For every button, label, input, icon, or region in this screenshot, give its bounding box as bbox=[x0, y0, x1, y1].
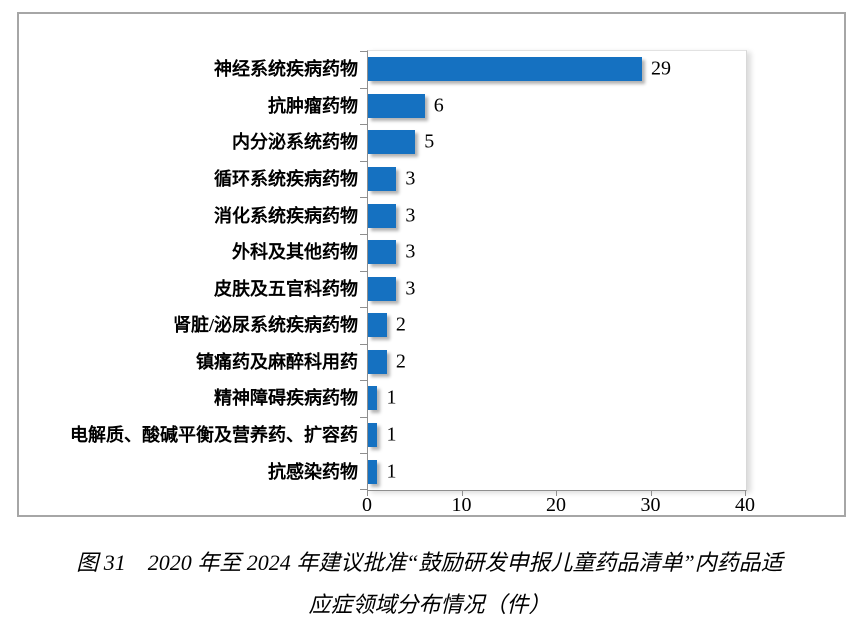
bar bbox=[368, 203, 397, 228]
data-label: 29 bbox=[651, 57, 672, 80]
value-axis-tick bbox=[650, 490, 652, 496]
category-label: 精神障碍疾病药物 bbox=[214, 388, 358, 409]
data-label: 3 bbox=[405, 240, 416, 263]
value-axis-tick-label: 20 bbox=[546, 494, 566, 516]
data-label: 3 bbox=[405, 204, 416, 227]
category-label: 外科及其他药物 bbox=[232, 242, 358, 263]
bar bbox=[368, 423, 378, 448]
category-axis-tick bbox=[360, 416, 368, 418]
category-axis-tick bbox=[360, 343, 368, 345]
bar bbox=[368, 386, 378, 411]
category-label: 内分泌系统药物 bbox=[232, 132, 358, 153]
category-axis-labels: 神经系统疾病药物抗肿瘤药物内分泌系统药物循环系统疾病药物 消化系统疾病药物外科及其… bbox=[20, 50, 358, 489]
category-axis-tick bbox=[360, 51, 368, 52]
category-axis-tick bbox=[360, 160, 368, 162]
bar bbox=[368, 93, 425, 118]
bar-row: 3 bbox=[368, 270, 746, 307]
category-label: 神经系统疾病药物 bbox=[214, 59, 358, 80]
data-label: 1 bbox=[386, 460, 397, 483]
category-axis-tick bbox=[360, 270, 368, 272]
value-axis-tick bbox=[367, 490, 368, 496]
data-label: 2 bbox=[395, 313, 406, 336]
data-label: 2 bbox=[395, 350, 406, 373]
bar-row: 3 bbox=[368, 234, 746, 271]
category-label: 抗感染药物 bbox=[268, 461, 358, 482]
bar bbox=[368, 130, 416, 155]
data-label: 3 bbox=[405, 277, 416, 300]
category-axis-tick bbox=[360, 489, 368, 490]
value-axis-tick bbox=[556, 490, 557, 496]
value-axis-tick-label: 40 bbox=[735, 494, 755, 516]
bar bbox=[368, 349, 387, 374]
data-label: 6 bbox=[433, 94, 444, 117]
data-label: 1 bbox=[386, 423, 397, 446]
category-label: 循环系统疾病药物 bbox=[214, 169, 358, 190]
bar bbox=[368, 167, 397, 192]
category-axis-tick bbox=[360, 233, 368, 235]
category-label: 电解质、酸碱平衡及营养药、扩容药 bbox=[70, 425, 358, 446]
category-label: 皮肤及五官科药物 bbox=[214, 278, 358, 299]
bar-row: 5 bbox=[368, 124, 746, 161]
data-label: 5 bbox=[424, 130, 435, 153]
bar-row: 3 bbox=[368, 161, 746, 198]
category-axis-tick bbox=[360, 87, 368, 89]
bar-row: 6 bbox=[368, 88, 746, 125]
bar bbox=[368, 276, 397, 301]
category-label: 消化系统疾病药物 bbox=[214, 205, 358, 226]
data-label: 3 bbox=[405, 167, 416, 190]
category-axis-tick bbox=[360, 453, 368, 455]
category-label: 肾脏/泌尿系统疾病药物 bbox=[173, 315, 358, 336]
figure-caption-line1: 图 31 2020 年至 2024 年建议批准“鼓励研发申报儿童药品清单”内药品… bbox=[76, 550, 783, 575]
value-axis-tick bbox=[461, 490, 463, 496]
bar bbox=[368, 240, 397, 265]
category-axis-tick bbox=[360, 124, 368, 126]
bar bbox=[368, 313, 387, 338]
plot-bars: 29 6 5 3 3 3 3 2 2 1 1 1 bbox=[368, 51, 746, 490]
category-axis-tick bbox=[360, 307, 368, 309]
bar-row: 3 bbox=[368, 197, 746, 234]
bar bbox=[368, 459, 378, 484]
bar bbox=[368, 57, 643, 82]
bar-row: 29 bbox=[368, 51, 746, 88]
category-axis-tick bbox=[360, 197, 368, 199]
value-axis-tick bbox=[745, 490, 746, 496]
category-label: 抗肿瘤药物 bbox=[268, 95, 358, 116]
value-axis: 0 10 20 30 40 bbox=[362, 490, 755, 520]
value-axis-tick-label: 10 bbox=[451, 494, 472, 516]
value-axis-tick-label: 30 bbox=[640, 494, 661, 516]
data-label: 1 bbox=[386, 386, 397, 409]
value-axis-tick-label: 0 bbox=[362, 494, 372, 516]
plot-area: 29 6 5 3 3 3 3 2 2 1 1 1 bbox=[360, 50, 747, 491]
figure-caption: 图 31 2020 年至 2024 年建议批准“鼓励研发申报儿童药品清单”内药品… bbox=[0, 542, 859, 626]
category-axis-tick bbox=[360, 380, 368, 382]
category-label: 镇痛药及麻醉科用药 bbox=[196, 351, 358, 372]
figure-caption-line2: 应症领域分布情况（件） bbox=[308, 592, 551, 617]
bar-row: 1 bbox=[368, 453, 746, 490]
bar-row: 1 bbox=[368, 380, 746, 417]
bar-row: 1 bbox=[368, 417, 746, 454]
bar-row: 2 bbox=[368, 344, 746, 381]
bar-row: 2 bbox=[368, 307, 746, 344]
